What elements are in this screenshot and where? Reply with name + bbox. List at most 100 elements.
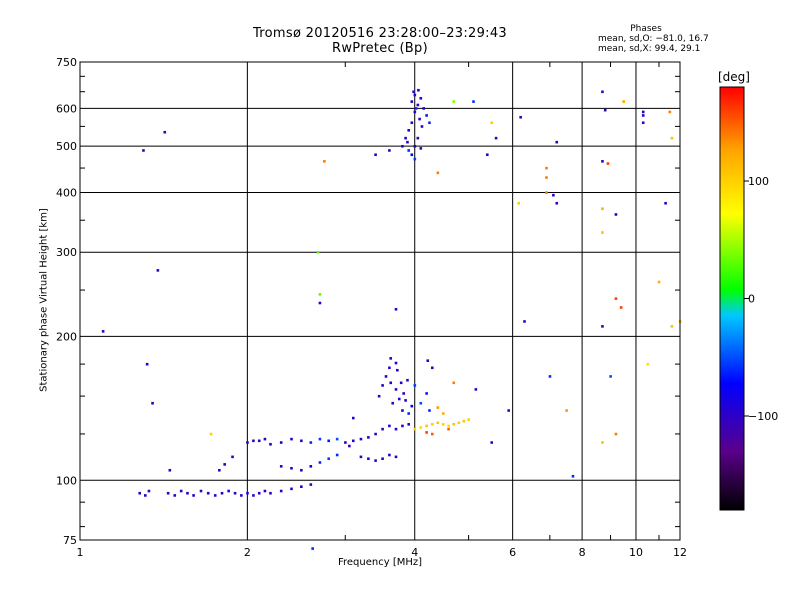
data-point xyxy=(145,362,149,366)
data-point xyxy=(601,90,604,94)
data-point xyxy=(374,459,377,462)
y-tick-label: 500 xyxy=(56,140,77,153)
data-point xyxy=(359,437,363,441)
data-point xyxy=(399,381,403,385)
data-point xyxy=(231,455,234,459)
data-point xyxy=(156,269,160,272)
data-point xyxy=(327,457,331,461)
data-point xyxy=(555,140,559,144)
colorbar-ticks: 100 0 −100 xyxy=(744,175,778,423)
data-point xyxy=(351,439,355,443)
data-point xyxy=(404,136,407,140)
data-point xyxy=(396,368,399,372)
data-point xyxy=(279,489,283,493)
x-tick-label: 8 xyxy=(579,546,586,559)
data-point xyxy=(199,489,203,493)
data-point xyxy=(389,357,393,360)
y-tick-label: 200 xyxy=(56,330,77,343)
data-point xyxy=(173,494,177,497)
x-tick-labels: 1 2 4 6 8 10 12 xyxy=(77,546,688,559)
data-point xyxy=(416,103,420,107)
data-point xyxy=(374,153,377,157)
data-point xyxy=(548,375,552,378)
data-point xyxy=(335,437,339,441)
data-point xyxy=(603,108,607,112)
data-point xyxy=(436,421,440,425)
data-point xyxy=(441,412,445,415)
data-point xyxy=(436,406,440,409)
data-point xyxy=(430,366,434,370)
data-point xyxy=(309,483,313,486)
data-point xyxy=(374,432,377,436)
data-point xyxy=(523,320,526,323)
data-point xyxy=(404,399,407,402)
data-point xyxy=(406,140,409,144)
data-point xyxy=(452,423,456,426)
data-point xyxy=(309,465,313,468)
data-point xyxy=(430,432,434,436)
data-point xyxy=(565,409,568,412)
data-point xyxy=(377,394,381,398)
data-point xyxy=(425,431,428,434)
data-point xyxy=(279,441,283,444)
data-point xyxy=(606,162,610,165)
colorbar-label: [deg] xyxy=(718,70,750,84)
data-point xyxy=(410,153,414,157)
data-point xyxy=(138,491,142,495)
data-point xyxy=(401,409,404,412)
data-point xyxy=(410,100,414,103)
data-point xyxy=(269,491,272,495)
data-point xyxy=(388,149,391,152)
data-point xyxy=(163,130,167,134)
data-points xyxy=(101,88,682,550)
data-point xyxy=(413,427,417,431)
data-point xyxy=(422,107,426,110)
data-point xyxy=(388,453,391,457)
data-point xyxy=(316,251,320,254)
data-point xyxy=(290,466,293,470)
data-point xyxy=(166,491,170,495)
data-point xyxy=(391,401,395,405)
data-point xyxy=(101,330,105,333)
data-point xyxy=(269,442,272,446)
data-point xyxy=(601,441,604,444)
data-point xyxy=(359,455,363,459)
data-point xyxy=(664,201,667,205)
data-point xyxy=(218,468,221,472)
data-point xyxy=(601,325,604,328)
data-point xyxy=(318,293,322,296)
data-point xyxy=(257,439,261,443)
data-point xyxy=(413,144,417,148)
data-point xyxy=(240,494,243,497)
data-point xyxy=(367,436,370,439)
data-point xyxy=(425,392,428,395)
data-point xyxy=(407,149,411,152)
data-point xyxy=(179,489,183,493)
data-point xyxy=(641,114,645,117)
data-point xyxy=(668,110,672,114)
data-point xyxy=(490,441,494,444)
data-point xyxy=(490,121,494,125)
data-point xyxy=(348,444,351,448)
x-tick-label: 1 xyxy=(77,546,84,559)
data-point xyxy=(407,128,411,132)
data-point xyxy=(462,419,466,423)
data-point xyxy=(227,489,230,493)
data-point xyxy=(447,427,450,431)
y-tick-label: 400 xyxy=(56,186,77,199)
x-tick-label: 6 xyxy=(509,546,516,559)
data-point xyxy=(147,489,151,493)
data-point xyxy=(428,121,431,125)
data-point xyxy=(394,455,398,459)
y-axis-label: Stationary phase Virtual Height [km] xyxy=(38,208,50,392)
data-point xyxy=(394,307,398,311)
data-point xyxy=(223,463,226,466)
data-point xyxy=(381,427,384,431)
data-point xyxy=(419,426,423,429)
data-point xyxy=(428,409,431,412)
data-point xyxy=(614,432,618,436)
data-point xyxy=(413,157,417,161)
data-point xyxy=(418,117,421,121)
